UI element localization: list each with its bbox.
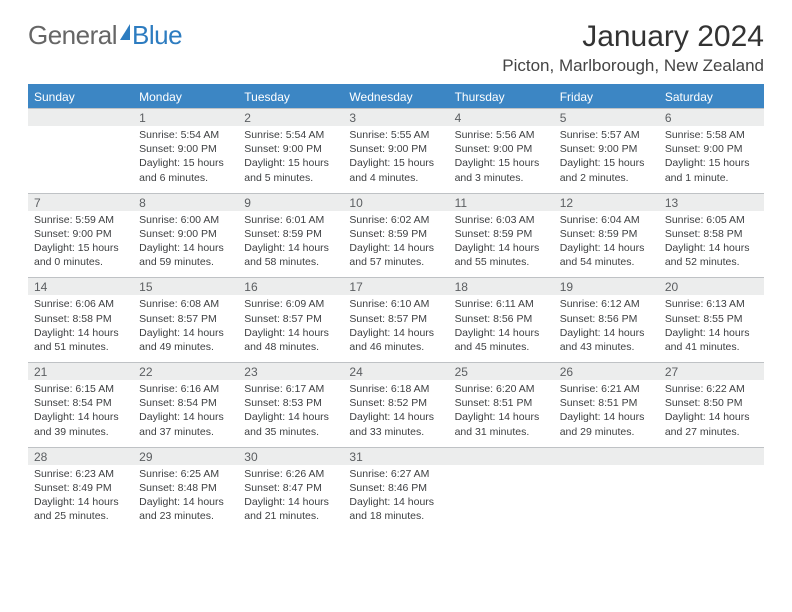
day-content-cell: Sunrise: 6:25 AMSunset: 8:48 PMDaylight:… [133, 465, 238, 532]
day-number-cell: 11 [449, 194, 554, 211]
day-number-cell: 18 [449, 278, 554, 295]
day-number-cell: 8 [133, 194, 238, 211]
day-number-cell: 13 [659, 194, 764, 211]
day-content-cell: Sunrise: 6:16 AMSunset: 8:54 PMDaylight:… [133, 380, 238, 447]
calendar: SundayMondayTuesdayWednesdayThursdayFrid… [28, 84, 764, 531]
day-content-cell: Sunrise: 6:06 AMSunset: 8:58 PMDaylight:… [28, 295, 133, 362]
day-number-cell [554, 448, 659, 465]
day-content-cell: Sunrise: 6:15 AMSunset: 8:54 PMDaylight:… [28, 380, 133, 447]
day-number-cell: 10 [343, 194, 448, 211]
day-number-cell: 29 [133, 448, 238, 465]
day-content-cell: Sunrise: 6:20 AMSunset: 8:51 PMDaylight:… [449, 380, 554, 447]
day-content-cell: Sunrise: 6:23 AMSunset: 8:49 PMDaylight:… [28, 465, 133, 532]
day-content-cell: Sunrise: 6:27 AMSunset: 8:46 PMDaylight:… [343, 465, 448, 532]
day-content-cell [449, 465, 554, 532]
day-number-cell: 20 [659, 278, 764, 295]
day-header-cell: Monday [133, 86, 238, 108]
day-number-cell: 2 [238, 109, 343, 126]
day-content-cell: Sunrise: 6:00 AMSunset: 9:00 PMDaylight:… [133, 211, 238, 278]
day-content-cell: Sunrise: 6:21 AMSunset: 8:51 PMDaylight:… [554, 380, 659, 447]
day-number-cell: 9 [238, 194, 343, 211]
day-content-cell: Sunrise: 6:03 AMSunset: 8:59 PMDaylight:… [449, 211, 554, 278]
brand-part1: General [28, 20, 117, 51]
day-content-cell: Sunrise: 6:26 AMSunset: 8:47 PMDaylight:… [238, 465, 343, 532]
day-number-cell [659, 448, 764, 465]
day-content-cell: Sunrise: 5:54 AMSunset: 9:00 PMDaylight:… [238, 126, 343, 193]
day-number-cell: 19 [554, 278, 659, 295]
day-number-cell: 31 [343, 448, 448, 465]
week-content-row: Sunrise: 5:54 AMSunset: 9:00 PMDaylight:… [28, 126, 764, 193]
week-content-row: Sunrise: 6:15 AMSunset: 8:54 PMDaylight:… [28, 380, 764, 447]
day-number-cell: 24 [343, 363, 448, 380]
brand-logo: General Blue [28, 20, 182, 51]
day-header-cell: Friday [554, 86, 659, 108]
day-header-cell: Tuesday [238, 86, 343, 108]
day-number-cell: 26 [554, 363, 659, 380]
week-number-row: 28293031 [28, 447, 764, 465]
day-number-cell: 27 [659, 363, 764, 380]
day-number-cell: 4 [449, 109, 554, 126]
day-number-cell: 22 [133, 363, 238, 380]
day-content-cell: Sunrise: 6:04 AMSunset: 8:59 PMDaylight:… [554, 211, 659, 278]
day-number-cell: 25 [449, 363, 554, 380]
week-number-row: 21222324252627 [28, 362, 764, 380]
day-content-cell: Sunrise: 6:12 AMSunset: 8:56 PMDaylight:… [554, 295, 659, 362]
day-number-cell: 14 [28, 278, 133, 295]
day-header-row: SundayMondayTuesdayWednesdayThursdayFrid… [28, 86, 764, 108]
day-content-cell: Sunrise: 5:54 AMSunset: 9:00 PMDaylight:… [133, 126, 238, 193]
day-content-cell: Sunrise: 5:58 AMSunset: 9:00 PMDaylight:… [659, 126, 764, 193]
day-content-cell: Sunrise: 5:57 AMSunset: 9:00 PMDaylight:… [554, 126, 659, 193]
day-content-cell: Sunrise: 6:11 AMSunset: 8:56 PMDaylight:… [449, 295, 554, 362]
day-content-cell: Sunrise: 6:13 AMSunset: 8:55 PMDaylight:… [659, 295, 764, 362]
day-content-cell: Sunrise: 5:55 AMSunset: 9:00 PMDaylight:… [343, 126, 448, 193]
week-number-row: 78910111213 [28, 193, 764, 211]
day-number-cell [28, 109, 133, 126]
day-number-cell [449, 448, 554, 465]
day-content-cell: Sunrise: 5:59 AMSunset: 9:00 PMDaylight:… [28, 211, 133, 278]
day-number-cell: 28 [28, 448, 133, 465]
day-number-cell: 7 [28, 194, 133, 211]
day-content-cell: Sunrise: 6:09 AMSunset: 8:57 PMDaylight:… [238, 295, 343, 362]
header: General Blue January 2024 Picton, Marlbo… [28, 20, 764, 76]
day-content-cell: Sunrise: 6:18 AMSunset: 8:52 PMDaylight:… [343, 380, 448, 447]
day-number-cell: 6 [659, 109, 764, 126]
location: Picton, Marlborough, New Zealand [502, 56, 764, 76]
month-title: January 2024 [502, 20, 764, 54]
day-content-cell: Sunrise: 5:56 AMSunset: 9:00 PMDaylight:… [449, 126, 554, 193]
title-block: January 2024 Picton, Marlborough, New Ze… [502, 20, 764, 76]
day-header-cell: Sunday [28, 86, 133, 108]
day-content-cell: Sunrise: 6:17 AMSunset: 8:53 PMDaylight:… [238, 380, 343, 447]
week-number-row: 14151617181920 [28, 277, 764, 295]
day-header-cell: Wednesday [343, 86, 448, 108]
day-number-cell: 1 [133, 109, 238, 126]
day-content-cell: Sunrise: 6:22 AMSunset: 8:50 PMDaylight:… [659, 380, 764, 447]
week-content-row: Sunrise: 6:23 AMSunset: 8:49 PMDaylight:… [28, 465, 764, 532]
day-content-cell: Sunrise: 6:05 AMSunset: 8:58 PMDaylight:… [659, 211, 764, 278]
day-number-cell: 15 [133, 278, 238, 295]
day-number-cell: 3 [343, 109, 448, 126]
day-header-cell: Saturday [659, 86, 764, 108]
day-content-cell: Sunrise: 6:10 AMSunset: 8:57 PMDaylight:… [343, 295, 448, 362]
day-content-cell [554, 465, 659, 532]
day-number-cell: 17 [343, 278, 448, 295]
day-number-cell: 21 [28, 363, 133, 380]
day-content-cell: Sunrise: 6:02 AMSunset: 8:59 PMDaylight:… [343, 211, 448, 278]
day-number-cell: 16 [238, 278, 343, 295]
day-header-cell: Thursday [449, 86, 554, 108]
day-number-cell: 5 [554, 109, 659, 126]
week-content-row: Sunrise: 6:06 AMSunset: 8:58 PMDaylight:… [28, 295, 764, 362]
day-number-cell: 12 [554, 194, 659, 211]
day-number-cell: 23 [238, 363, 343, 380]
week-number-row: 123456 [28, 108, 764, 126]
day-content-cell: Sunrise: 6:08 AMSunset: 8:57 PMDaylight:… [133, 295, 238, 362]
day-content-cell [659, 465, 764, 532]
day-content-cell [28, 126, 133, 193]
day-content-cell: Sunrise: 6:01 AMSunset: 8:59 PMDaylight:… [238, 211, 343, 278]
week-content-row: Sunrise: 5:59 AMSunset: 9:00 PMDaylight:… [28, 211, 764, 278]
brand-part2: Blue [132, 20, 182, 51]
day-number-cell: 30 [238, 448, 343, 465]
brand-triangle-icon [120, 24, 130, 40]
